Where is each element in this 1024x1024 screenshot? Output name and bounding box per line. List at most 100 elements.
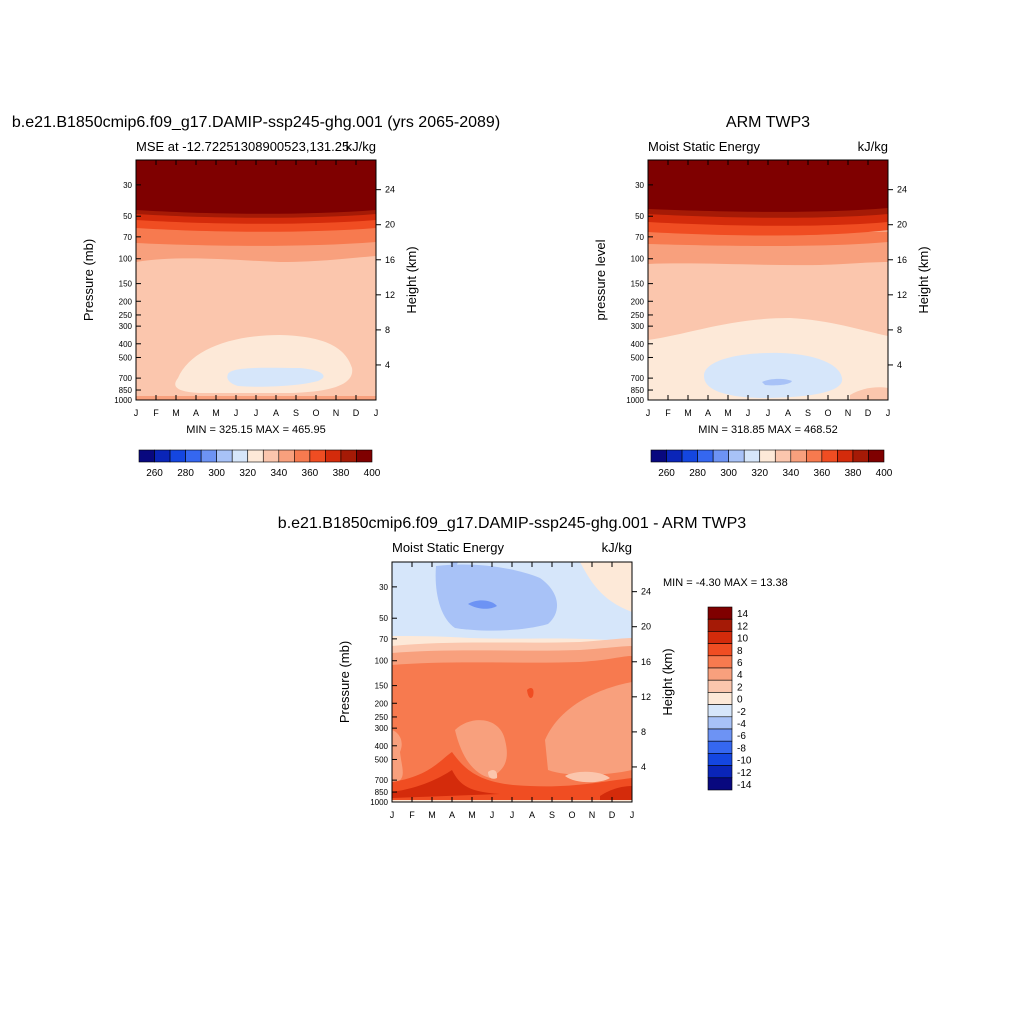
colorbar-swatch xyxy=(821,449,838,463)
colorbar-swatch xyxy=(309,449,326,463)
x-tick-label: M xyxy=(724,408,732,418)
colorbar-label: 12 xyxy=(737,621,749,632)
contour-band xyxy=(850,387,888,400)
colorbar-swatch xyxy=(774,449,792,463)
y-tick-label: 1000 xyxy=(114,396,132,405)
colorbar-label: -10 xyxy=(737,756,752,767)
colorbar-label: 0 xyxy=(737,695,743,706)
panel-model-title: b.e21.B1850cmip6.f09_g17.DAMIP-ssp245-gh… xyxy=(12,114,500,131)
colorbar-swatch xyxy=(200,449,217,463)
x-tick-label: J xyxy=(510,810,515,820)
colorbar-label: 280 xyxy=(689,468,706,479)
colorbar-swatch xyxy=(138,449,155,463)
colorbar-swatch xyxy=(216,449,233,463)
colorbar-swatch xyxy=(806,449,823,463)
x-tick-label: O xyxy=(312,408,319,418)
colorbar-label: 340 xyxy=(782,468,799,479)
y-tick-label: 100 xyxy=(119,255,133,264)
y-tick-label: 70 xyxy=(379,635,388,644)
contour-band xyxy=(435,564,558,631)
colorbar-label: 380 xyxy=(333,468,350,479)
contour-band xyxy=(136,244,376,254)
panel-diff-subtitle-left: Moist Static Energy xyxy=(392,540,504,555)
x-tick-label: J xyxy=(886,408,891,418)
colorbar-swatch xyxy=(707,618,733,632)
y-tick-label: 250 xyxy=(375,713,389,722)
colorbar-label: -14 xyxy=(737,780,752,791)
x-tick-label: M xyxy=(468,810,476,820)
y-tick-label: 400 xyxy=(119,340,133,349)
x-tick-label: D xyxy=(353,408,360,418)
colorbar-swatch xyxy=(247,449,264,463)
y-right-tick-label: 8 xyxy=(897,325,902,335)
y-tick-label: 850 xyxy=(375,788,389,797)
panel-obs-title: ARM TWP3 xyxy=(726,114,810,131)
y-tick-label: 300 xyxy=(631,322,645,331)
x-tick-label: O xyxy=(824,408,831,418)
colorbar-label: 300 xyxy=(720,468,737,479)
y-tick-label: 150 xyxy=(375,682,389,691)
x-tick-label: F xyxy=(409,810,415,820)
x-tick-label: M xyxy=(212,408,220,418)
y-right-tick-label: 16 xyxy=(385,255,395,265)
colorbar-label: 6 xyxy=(737,658,743,669)
contour-band xyxy=(392,730,403,784)
colorbar-swatch xyxy=(278,449,295,463)
colorbar-label: 260 xyxy=(658,468,675,479)
y-right-tick-label: 24 xyxy=(385,185,395,195)
contour-band xyxy=(468,600,497,609)
colorbar-label: -6 xyxy=(737,731,746,742)
x-tick-label: N xyxy=(333,408,340,418)
y-tick-label: 50 xyxy=(123,212,132,221)
y-tick-label: 300 xyxy=(375,724,389,733)
colorbar-swatch xyxy=(650,449,667,463)
colorbar-swatch xyxy=(707,655,733,669)
y-tick-label: 30 xyxy=(379,583,388,592)
y-tick-label: 200 xyxy=(631,297,645,306)
colorbar-swatch xyxy=(681,449,698,463)
colorbar-label: 260 xyxy=(146,468,163,479)
colorbar-swatch xyxy=(154,449,171,463)
y-tick-label: 150 xyxy=(119,280,133,289)
y-right-tick-label: 8 xyxy=(641,727,646,737)
x-tick-label: F xyxy=(665,408,671,418)
y-tick-label: 250 xyxy=(119,311,133,320)
contour-band xyxy=(227,367,324,387)
y-tick-label: 100 xyxy=(375,657,389,666)
x-tick-label: M xyxy=(684,408,692,418)
x-tick-label: D xyxy=(865,408,872,418)
contour-band xyxy=(565,771,610,783)
y-tick-label: 700 xyxy=(119,374,133,383)
colorbar-swatch xyxy=(707,740,733,754)
y-tick-label: 700 xyxy=(631,374,645,383)
x-tick-label: A xyxy=(785,408,791,418)
colorbar-swatch xyxy=(185,449,202,463)
panel-diff-axes: J F M A M J J A S O N D J 30 50 70 100 150 200 250 300 400 500… xyxy=(370,562,651,820)
colorbar-swatch xyxy=(356,449,373,463)
colorbar-label: -4 xyxy=(737,719,746,730)
panel-diff-ylabel: Pressure (mb) xyxy=(337,641,352,723)
y-tick-label: 400 xyxy=(375,742,389,751)
colorbar-label: 2 xyxy=(737,682,743,693)
panel-diff-title: b.e21.B1850cmip6.f09_g17.DAMIP-ssp245-gh… xyxy=(278,515,747,532)
panel-model-contours xyxy=(136,160,376,400)
y-tick-label: 200 xyxy=(375,699,389,708)
colorbar-label: 4 xyxy=(737,670,743,681)
y-tick-label: 700 xyxy=(375,776,389,785)
colorbar-swatch xyxy=(262,449,280,463)
x-tick-label: A xyxy=(273,408,279,418)
colorbar-label: 300 xyxy=(208,468,225,479)
x-tick-label: J xyxy=(374,408,379,418)
contour-band xyxy=(600,786,632,800)
y-tick-label: 250 xyxy=(631,311,645,320)
contour-band xyxy=(545,682,632,775)
colorbar-swatch xyxy=(294,449,311,463)
y-tick-label: 70 xyxy=(635,233,644,242)
x-tick-label: S xyxy=(805,408,811,418)
colorbar-swatch xyxy=(707,692,733,705)
y-right-tick-label: 24 xyxy=(641,587,651,597)
y-tick-label: 150 xyxy=(631,280,645,289)
x-tick-label: S xyxy=(293,408,299,418)
colorbar-swatch xyxy=(743,449,761,463)
